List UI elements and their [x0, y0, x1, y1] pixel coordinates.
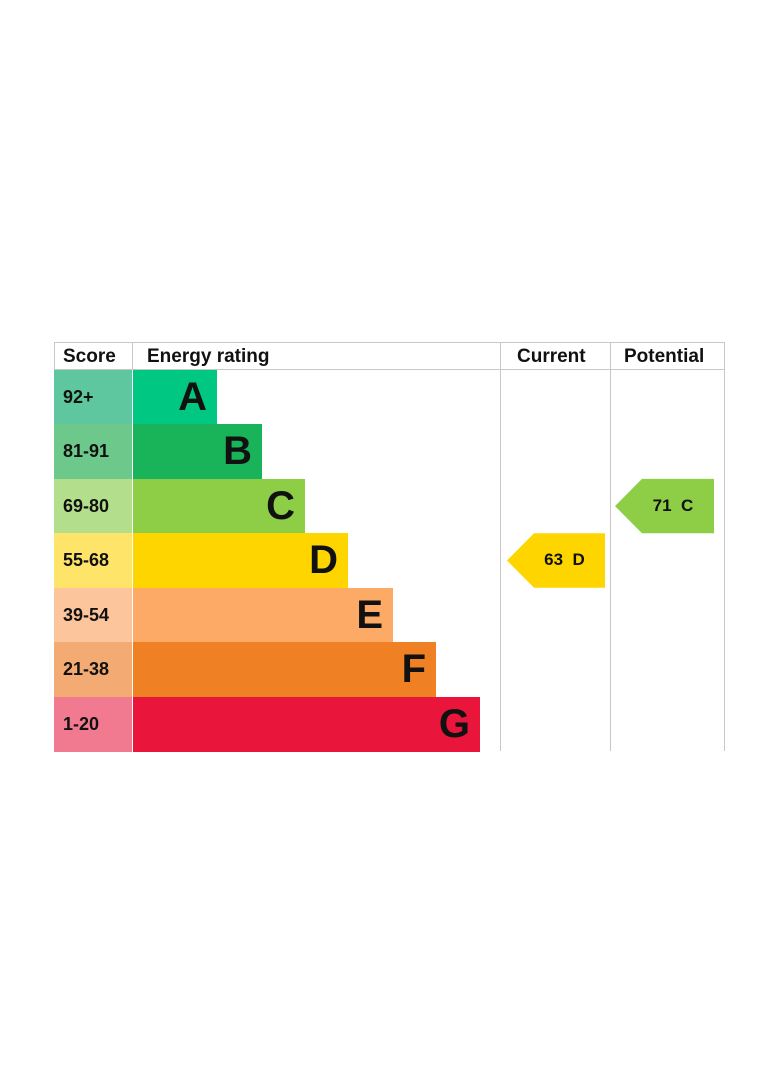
header-current: Current — [517, 346, 586, 367]
potential-rating-label: 71 C — [652, 496, 694, 516]
header-potential: Potential — [624, 346, 705, 367]
rating-bar-e: E — [133, 587, 393, 643]
header-divider — [54, 369, 725, 370]
score-range-a: 92+ — [54, 370, 132, 425]
potential-rating-arrow — [615, 478, 714, 534]
top-border — [54, 342, 725, 343]
column-divider — [500, 342, 501, 751]
score-range-g: 1-20 — [54, 696, 132, 752]
score-range-b: 81-91 — [54, 424, 132, 480]
header-energy-rating: Energy rating — [147, 346, 270, 367]
score-range-e: 39-54 — [54, 587, 132, 643]
rating-bar-g: G — [133, 696, 480, 752]
rating-bar-d: D — [133, 533, 348, 589]
current-rating-arrow — [507, 533, 605, 588]
rating-bar-a: A — [133, 370, 217, 425]
left-border — [54, 342, 55, 370]
column-divider — [610, 342, 611, 751]
rating-bar-b: B — [133, 424, 262, 480]
column-divider — [132, 342, 133, 370]
header-score: Score — [63, 346, 116, 367]
rating-bar-f: F — [133, 642, 436, 698]
score-range-d: 55-68 — [54, 533, 132, 589]
rating-bar-c: C — [133, 478, 305, 534]
score-range-c: 69-80 — [54, 478, 132, 534]
score-range-f: 21-38 — [54, 642, 132, 698]
right-border — [724, 342, 725, 751]
current-rating-label: 63 D — [544, 550, 585, 570]
